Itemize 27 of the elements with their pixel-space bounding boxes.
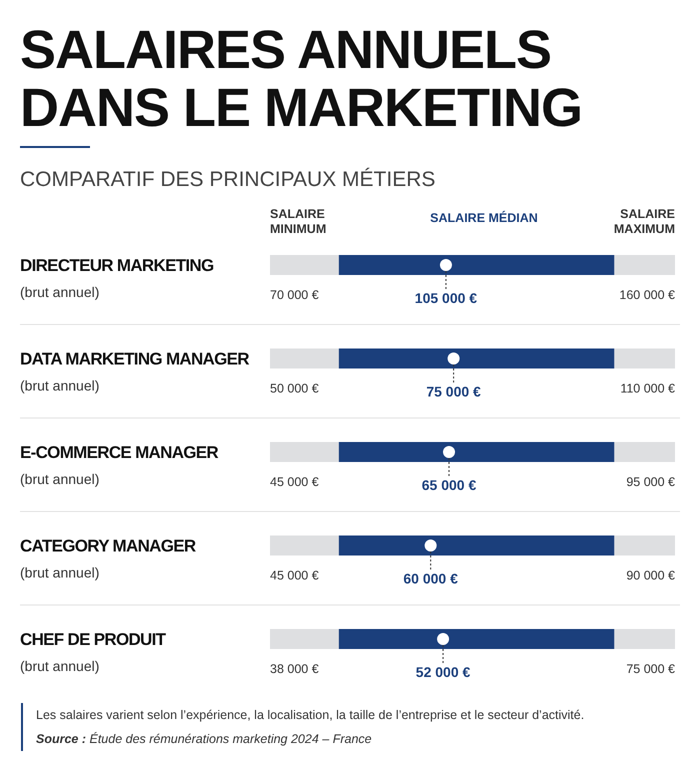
category-label: CATEGORY MANAGER (brut annuel) xyxy=(20,536,196,580)
data-label: 45 000 € xyxy=(270,475,319,489)
category-label: DIRECTEUR MARKETING (brut annuel) xyxy=(20,256,214,300)
data-label: 105 000 € xyxy=(414,290,478,306)
data-label: 70 000 € xyxy=(270,288,319,302)
data-label: 38 000 € xyxy=(270,662,319,676)
data-label: 160 000 € xyxy=(619,288,676,302)
text: SALAIRES ANNUELS DANS LE MARKETING xyxy=(20,20,582,138)
category-label: CHEF DE PRODUIT (brut annuel) xyxy=(20,630,167,674)
data-label: 110 000 € xyxy=(620,382,676,396)
data-label: 45 000 € xyxy=(270,568,319,582)
legend-label: SALAIRE MÉDIAN xyxy=(430,210,538,225)
data-label: 75 000 € xyxy=(426,384,482,400)
category-label: E-COMMERCE MANAGER (brut annuel) xyxy=(20,443,218,487)
data-label: 95 000 € xyxy=(626,475,676,489)
source-note: Source : Étude des rémunérations marketing 2024 – France xyxy=(36,732,372,746)
data-label: 90 000 € xyxy=(626,568,676,582)
text: Les salaires varient selon l’expérience, la localisation, la taille de l’entreprise et le secteur d’activité. xyxy=(36,708,584,722)
data-label: 75 000 € xyxy=(626,662,676,676)
text: SALAIRE MINIMUM xyxy=(270,207,326,236)
data-label: 52 000 € xyxy=(416,664,471,680)
text: COMPARATIF DES PRINCIPAUX MÉTIERS xyxy=(20,167,436,191)
data-label: 60 000 € xyxy=(403,570,458,586)
data-label: 65 000 € xyxy=(422,477,476,493)
category-label: DATA MARKETING MANAGER (brut annuel) xyxy=(20,350,250,394)
text: SALAIRE MAXIMUM xyxy=(614,207,675,236)
data-label: 50 000 € xyxy=(270,382,319,396)
